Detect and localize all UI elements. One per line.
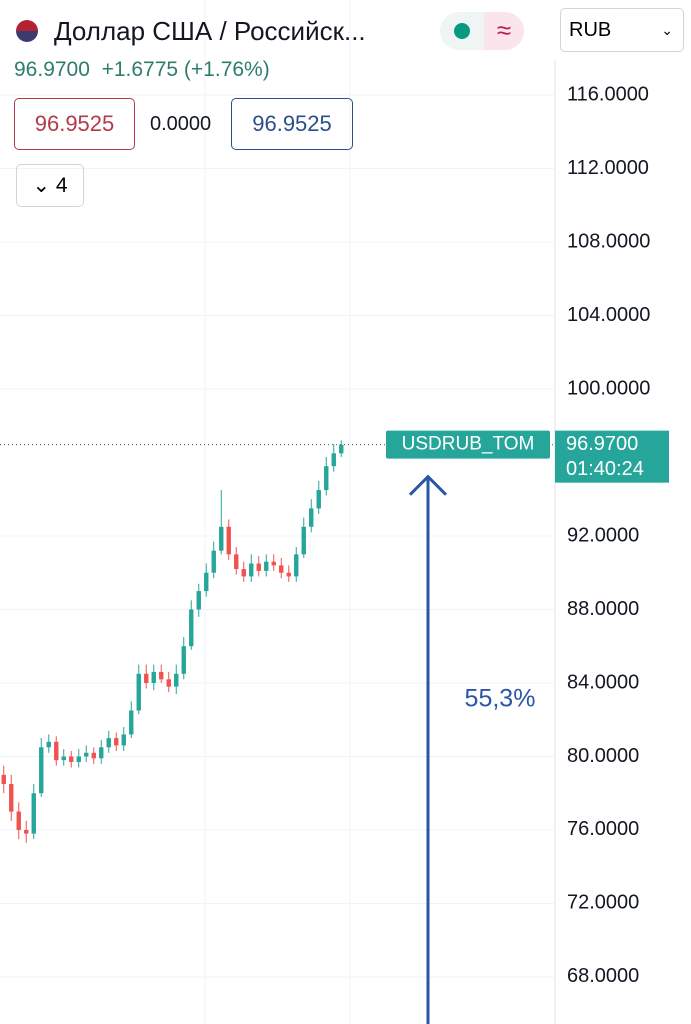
y-tick-label: 84.0000 [567,671,639,693]
indicators-toggle[interactable]: ⌄ 4 [16,164,84,207]
y-tick-label: 76.0000 [567,818,639,840]
candle-body [69,756,74,762]
symbol-title[interactable]: Доллар США / Российск... [54,16,366,46]
candle-body [9,784,14,812]
candle-body [114,738,119,746]
candle-body [264,561,269,571]
candle-body [166,679,171,687]
candle-body [144,673,149,683]
symbol-tag [386,430,550,459]
candle-body [271,561,276,566]
candle-body [219,526,224,551]
y-tick-label: 108.0000 [567,230,650,252]
candle-body [249,563,254,577]
indicators-count: 4 [55,174,68,197]
candle-body [16,811,21,830]
y-tick-label: 80.0000 [567,745,639,767]
y-tick-label: 112.0000 [567,157,649,179]
candle-body [196,591,201,610]
candle-body [226,526,231,555]
candle-body [174,673,179,687]
candle-body [316,490,321,509]
buy-button[interactable]: 96.9525 [231,98,353,150]
candle-body [99,747,104,759]
y-tick-label: 100.0000 [567,377,650,399]
candle-body [181,646,186,674]
candle-body [159,671,164,680]
y-tick-label: 104.0000 [567,304,650,326]
measure-annotation: 55,3% [465,685,536,713]
change: +1.6775 (+1.76%) [101,58,270,81]
candle-body [301,526,306,555]
candle-body [339,444,344,454]
currency: RUB [569,19,612,41]
candle-body [331,453,336,467]
price-line: 96.9700 +1.6775 (+1.76%) [14,58,270,82]
candle-body [136,673,141,711]
candle-body [189,609,194,647]
price: 96.9700 [14,58,90,81]
candle-body [309,508,314,527]
candle-body [1,774,6,785]
candle-body [279,565,284,573]
candle-body [204,572,209,592]
candle-body [286,572,291,577]
candle-body [39,747,44,794]
spread: 0.0000 [150,113,212,135]
y-tick-label: 92.0000 [567,524,639,546]
price-tag [555,430,669,483]
flag-icon [16,20,38,42]
candle-body [294,554,299,577]
candle-body [46,741,51,748]
countdown: 01:40:24 [566,458,644,480]
candle-body [121,734,126,746]
candle-body [24,829,29,834]
delay-icon: ≈ [484,12,524,50]
candle-body [256,563,261,571]
market-open-dot [454,23,470,39]
chevron: ⌄ [661,22,673,38]
candle-body [234,554,239,570]
candle-body [54,741,59,761]
candle-body [31,793,36,834]
candle-body [129,710,134,735]
measure-arrow-head [408,474,448,496]
candle-body [106,738,111,748]
candle-body [76,756,81,762]
candle-body [84,752,89,757]
y-tick-label: 72.0000 [567,892,639,914]
symbol-label: USDRUB_TOM [402,434,535,455]
candle-body [324,466,329,491]
candle-body [211,550,216,573]
y-tick-label: 68.0000 [567,965,639,987]
sell-button[interactable]: 96.9525 [14,98,135,150]
candle-body [241,569,246,577]
y-tick-label: 88.0000 [567,598,639,620]
currency-select[interactable]: RUB ⌄ [560,8,684,52]
candle-body [91,752,96,759]
y-tick-label: 116.0000 [567,83,649,105]
candle-body [151,671,156,683]
candle-body [61,756,66,761]
price-tag-label: 96.9700 [566,433,638,455]
status-pill[interactable]: ≈ [440,12,524,50]
